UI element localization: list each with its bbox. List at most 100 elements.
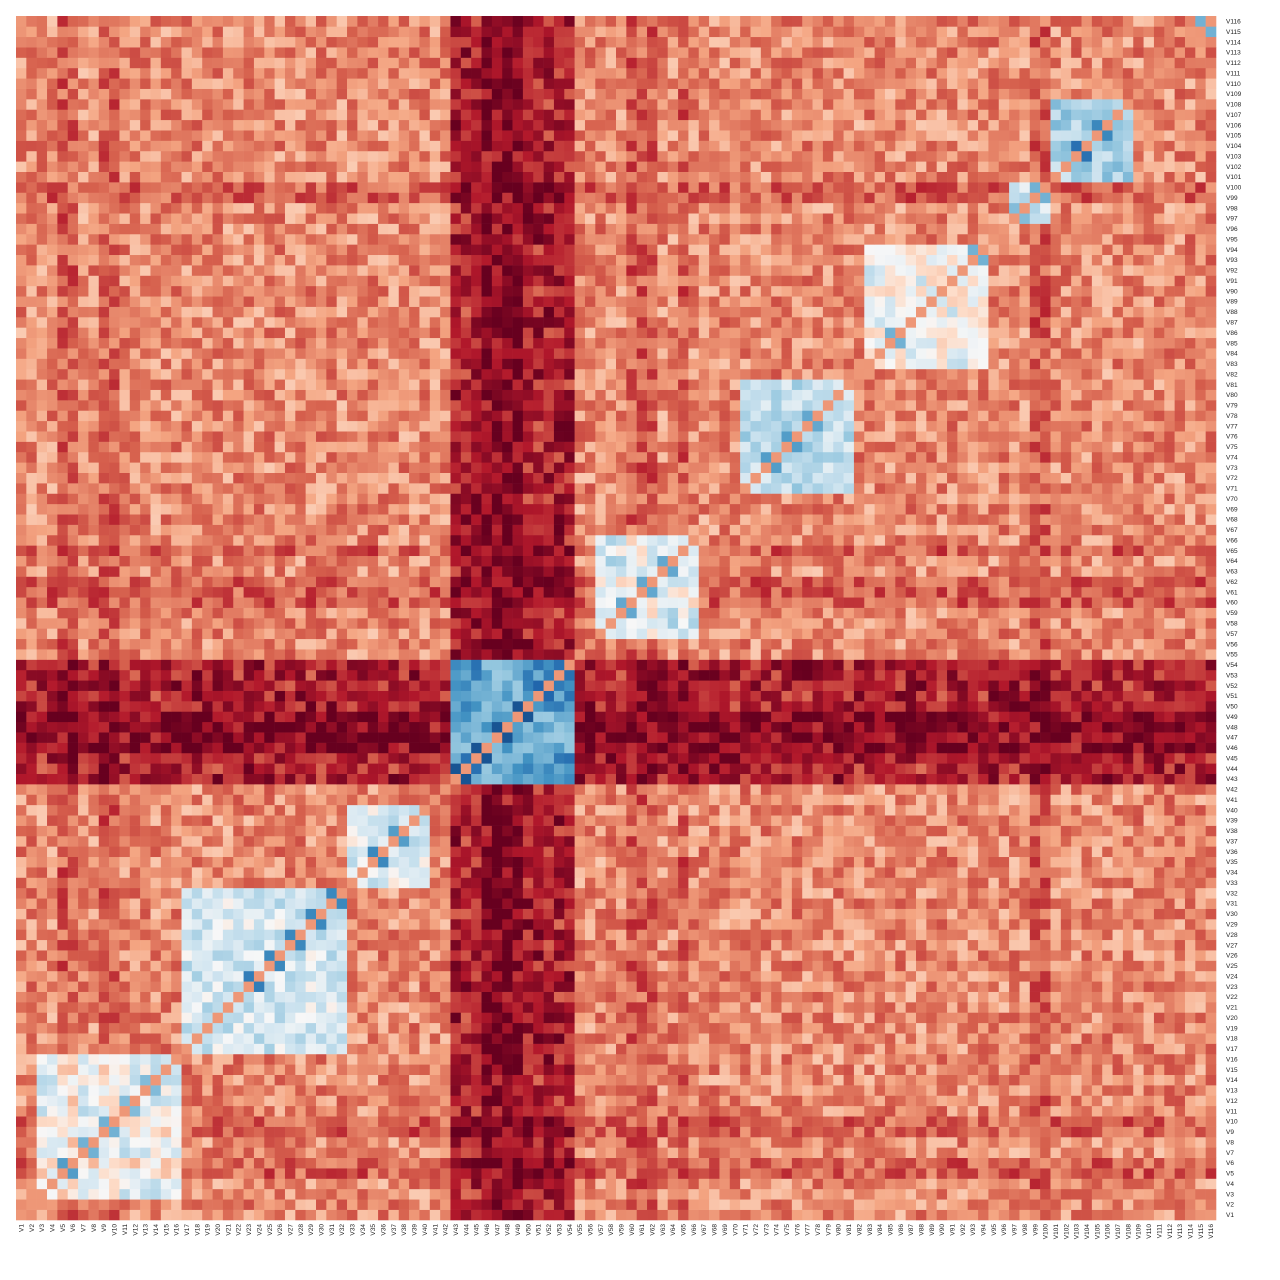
heatmap-cell-V6-V38 — [67, 825, 79, 837]
heatmap-cell-V20-V2 — [212, 1199, 224, 1210]
heatmap-cell-V30-V3 — [316, 1188, 327, 1200]
heatmap-cell-V116-V39 — [1205, 815, 1217, 826]
heatmap-cell-V61-V39 — [636, 815, 648, 826]
heatmap-cell-V106-V23 — [1102, 981, 1113, 992]
heatmap-cell-V104-V12 — [1081, 1095, 1093, 1107]
heatmap-cell-V109-V8 — [1133, 1136, 1144, 1148]
heatmap-cell-V49-V35 — [512, 856, 524, 868]
heatmap-cell-V76-V21 — [791, 1002, 803, 1013]
heatmap-cell-V115-V9 — [1195, 1126, 1206, 1138]
heatmap-cell-V12-V29 — [129, 919, 141, 930]
heatmap-cell-V64-V1 — [667, 1209, 679, 1221]
heatmap-cell-V9-V4 — [98, 1178, 110, 1190]
heatmap-cell-V113-V30 — [1174, 908, 1186, 920]
heatmap-cell-V72-V43 — [750, 773, 762, 785]
heatmap-cell-V12-V23 — [129, 981, 141, 992]
heatmap-cell-V88-V32 — [916, 887, 927, 899]
heatmap-cell-V89-V5 — [926, 1168, 937, 1179]
heatmap-cell-V87-V16 — [905, 1053, 917, 1065]
heatmap-cell-V17-V20 — [181, 1012, 193, 1024]
heatmap-cell-V61-V26 — [636, 950, 648, 961]
heatmap-cell-V70-V25 — [729, 960, 741, 972]
heatmap-cell-V24-V5 — [253, 1168, 265, 1179]
heatmap-cell-V46-V29 — [481, 919, 493, 930]
heatmap-cell-V8-V39 — [88, 815, 100, 826]
heatmap-cell-V5-V5 — [57, 1168, 69, 1179]
heatmap-cell-V111-V14 — [1153, 1074, 1165, 1086]
heatmap-cell-V7-V1 — [78, 1209, 89, 1221]
heatmap-cell-V96-V19 — [998, 1022, 1010, 1034]
heatmap-cell-V61-V17 — [636, 1043, 648, 1055]
heatmap-cell-V62-V13 — [647, 1085, 658, 1096]
heatmap-cell-V91-V41 — [947, 794, 958, 806]
heatmap-cell-V91-V43 — [947, 773, 958, 785]
heatmap-cell-V62-V11 — [647, 1105, 658, 1117]
heatmap-cell-V98-V8 — [1019, 1136, 1031, 1148]
heatmap-cell-V90-V41 — [936, 794, 948, 806]
heatmap-cell-V95-V28 — [988, 929, 1000, 941]
heatmap-cell-V51-V6 — [533, 1157, 544, 1169]
heatmap-cell-V70-V33 — [729, 877, 741, 889]
heatmap-cell-V89-V6 — [926, 1157, 937, 1169]
heatmap-cell-V108-V8 — [1122, 1136, 1134, 1148]
heatmap-cell-V49-V17 — [512, 1043, 524, 1055]
heatmap-cell-V116-V38 — [1205, 825, 1217, 837]
heatmap-cell-V8-V19 — [88, 1022, 100, 1034]
heatmap-cell-V65-V26 — [678, 950, 689, 961]
heatmap-cell-V88-V16 — [916, 1053, 927, 1065]
heatmap-cell-V79-V5 — [822, 1168, 834, 1179]
heatmap-cell-V112-V40 — [1164, 804, 1175, 816]
heatmap-cell-V92-V12 — [957, 1095, 969, 1107]
heatmap-cell-V46-V11 — [481, 1105, 493, 1117]
heatmap-cell-V64-V28 — [667, 929, 679, 941]
heatmap-cell-V114-V30 — [1184, 908, 1196, 920]
heatmap-cell-V68-V24 — [709, 970, 720, 982]
heatmap-cell-V10-V41 — [109, 794, 120, 806]
heatmap-cell-V111-V18 — [1153, 1033, 1165, 1044]
heatmap-cell-V79-V34 — [822, 867, 834, 878]
heatmap-cell-V88-V34 — [916, 867, 927, 878]
heatmap-cell-V112-V32 — [1164, 887, 1175, 899]
heatmap-cell-V75-V28 — [781, 929, 793, 941]
heatmap-cell-V28-V34 — [295, 867, 306, 878]
heatmap-cell-V11-V6 — [119, 1157, 131, 1169]
heatmap-cell-V115-V24 — [1195, 970, 1206, 982]
heatmap-cell-V97-V20 — [1009, 1012, 1020, 1024]
heatmap-cell-V55-V41 — [574, 794, 586, 806]
heatmap-cell-V36-V7 — [378, 1147, 389, 1159]
heatmap-cell-V46-V7 — [481, 1147, 493, 1159]
heatmap-cell-V46-V9 — [481, 1126, 493, 1138]
heatmap-cell-V111-V26 — [1153, 950, 1165, 961]
heatmap-cell-V45-V16 — [471, 1053, 482, 1065]
heatmap-cell-V20-V41 — [212, 794, 224, 806]
heatmap-cell-V33-V36 — [347, 846, 358, 858]
heatmap-cell-V81-V23 — [843, 981, 855, 992]
heatmap-cell-V88-V13 — [916, 1085, 927, 1096]
heatmap-cell-V37-V11 — [388, 1105, 400, 1117]
heatmap-cell-V76-V35 — [791, 856, 803, 868]
heatmap-cell-V101-V26 — [1050, 950, 1062, 961]
heatmap-cell-V101-V27 — [1050, 939, 1062, 951]
heatmap-cell-V21-V31 — [222, 898, 234, 909]
heatmap-cell-V19-V35 — [202, 856, 213, 868]
heatmap-cell-V97-V3 — [1009, 1188, 1020, 1200]
heatmap-cell-V46-V3 — [481, 1188, 493, 1200]
heatmap-cell-V51-V29 — [533, 919, 544, 930]
heatmap-cell-V53-V15 — [553, 1064, 565, 1075]
heatmap-cell-V59-V19 — [616, 1022, 627, 1034]
heatmap-cell-V41-V27 — [429, 939, 441, 951]
heatmap-cell-V114-V42 — [1184, 784, 1196, 795]
heatmap-cell-V31-V1 — [326, 1209, 337, 1221]
heatmap-cell-V50-V26 — [522, 950, 534, 961]
heatmap-cell-V95-V13 — [988, 1085, 1000, 1096]
heatmap-cell-V5-V15 — [57, 1064, 69, 1075]
heatmap-cell-V11-V42 — [119, 784, 131, 795]
heatmap-cell-V25-V5 — [264, 1168, 275, 1179]
heatmap-cell-V66-V12 — [688, 1095, 700, 1107]
heatmap-cell-V32-V24 — [336, 970, 348, 982]
heatmap-cell-V80-V28 — [833, 929, 844, 941]
heatmap-cell-V5-V32 — [57, 887, 69, 899]
heatmap-cell-V71-V34 — [740, 867, 751, 878]
heatmap-cell-V82-V38 — [853, 825, 865, 837]
heatmap-cell-V85-V33 — [884, 877, 896, 889]
